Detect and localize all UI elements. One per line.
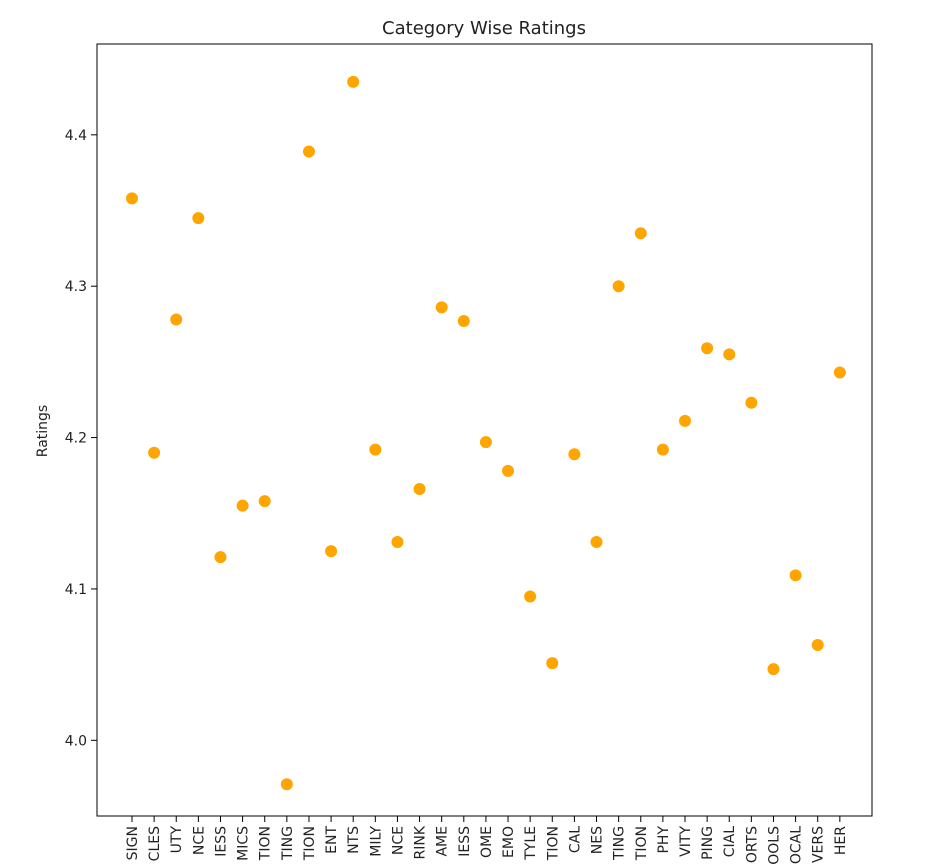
data-point — [701, 342, 714, 355]
data-point — [457, 315, 470, 328]
y-tick-label: 4.4 — [65, 128, 87, 144]
x-tick-label: TION — [258, 826, 274, 861]
x-tick-label: OOLS — [766, 826, 782, 865]
data-point — [170, 313, 183, 326]
data-point — [214, 551, 227, 564]
data-point — [413, 483, 426, 496]
x-tick-label: MICS — [236, 826, 252, 861]
x-tick-label: TION — [302, 826, 318, 861]
x-tick-label: SIGN — [125, 826, 141, 860]
x-tick-label: MILY — [368, 826, 384, 857]
x-tick-label: TYLE — [523, 826, 539, 861]
x-tick-label: OCAL — [789, 826, 805, 864]
data-point — [524, 590, 537, 603]
data-point — [590, 536, 603, 549]
y-axis: 4.0 4.1 4.2 4.3 4.4 — [65, 128, 97, 749]
x-tick-label: NTS — [346, 826, 362, 854]
x-tick-label: IESS — [457, 826, 473, 857]
data-point — [302, 145, 315, 158]
x-tick-label: NCE — [390, 826, 406, 855]
data-point — [612, 280, 625, 293]
x-tick-label: ORTS — [744, 826, 760, 863]
x-axis: SIGN CLES UTY NCE IESS MICS TION TING TION ENT NTS… — [125, 816, 849, 865]
data-point — [723, 348, 736, 361]
x-tick-label: VITY — [678, 826, 694, 857]
x-tick-label: TION — [634, 826, 650, 861]
data-point — [568, 448, 581, 461]
data-point — [656, 443, 669, 456]
x-tick-label: VERS — [811, 826, 827, 863]
data-point — [479, 436, 492, 449]
x-tick-label: CAL — [567, 826, 583, 853]
x-tick-label: ENT — [324, 826, 340, 854]
y-tick-label: 4.2 — [65, 431, 87, 447]
x-tick-label: NCE — [191, 826, 207, 855]
data-point — [347, 75, 360, 88]
data-point — [126, 192, 138, 205]
y-tick-label: 4.1 — [65, 582, 87, 598]
plot-area-frame — [96, 43, 873, 817]
data-point — [679, 414, 691, 427]
data-point — [833, 366, 846, 379]
x-tick-label: TING — [280, 826, 296, 861]
x-tick-label: EMO — [501, 826, 517, 858]
x-tick-label: TION — [545, 826, 561, 861]
data-point — [546, 657, 559, 670]
data-point — [745, 396, 758, 409]
data-point — [789, 569, 802, 582]
x-tick-label: NES — [590, 826, 606, 854]
data-point — [236, 499, 249, 512]
data-point — [325, 545, 338, 558]
data-point — [280, 778, 293, 791]
y-tick-label: 4.0 — [65, 733, 87, 749]
x-tick-label: HER — [833, 826, 849, 855]
data-point — [435, 301, 448, 314]
x-tick-label: TING — [612, 826, 628, 861]
x-tick-label: PHY — [656, 826, 672, 854]
x-tick-label: AME — [435, 826, 451, 857]
data-point — [192, 212, 205, 225]
data-point — [634, 227, 647, 240]
x-tick-label: CLES — [147, 826, 163, 861]
data-point — [767, 663, 780, 676]
x-tick-label: CIAL — [722, 826, 738, 857]
x-tick-label: PING — [700, 826, 716, 860]
data-point — [391, 536, 404, 549]
data-point — [369, 443, 382, 456]
y-axis-label: Ratings — [35, 405, 51, 457]
x-tick-label: OME — [479, 826, 495, 858]
data-point — [258, 495, 271, 508]
y-tick-label: 4.3 — [65, 279, 87, 295]
x-tick-label: UTY — [169, 826, 185, 854]
chart-title: Category Wise Ratings — [382, 18, 586, 39]
data-point — [502, 464, 515, 477]
data-point — [148, 446, 161, 459]
data-point — [811, 638, 824, 651]
data-points — [126, 75, 846, 791]
x-tick-label: IESS — [213, 826, 229, 857]
x-tick-label: RINK — [413, 825, 429, 859]
